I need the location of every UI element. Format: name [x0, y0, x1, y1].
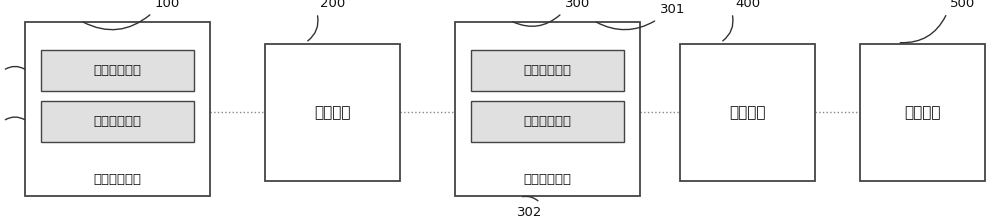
Text: 300: 300	[565, 0, 590, 10]
Text: 查找单元: 查找单元	[729, 105, 766, 120]
FancyBboxPatch shape	[41, 50, 194, 91]
FancyBboxPatch shape	[41, 101, 194, 142]
Text: 302: 302	[517, 206, 543, 218]
FancyBboxPatch shape	[860, 44, 985, 181]
Text: 第一采集单元: 第一采集单元	[94, 64, 142, 77]
Text: 输出单元: 输出单元	[904, 105, 941, 120]
Text: 200: 200	[320, 0, 345, 10]
FancyBboxPatch shape	[455, 22, 640, 196]
FancyBboxPatch shape	[471, 101, 624, 142]
FancyArrowPatch shape	[5, 66, 25, 69]
FancyArrowPatch shape	[308, 16, 318, 41]
Text: 第一计算单元: 第一计算单元	[94, 115, 142, 128]
FancyArrowPatch shape	[522, 196, 538, 201]
Text: 100: 100	[155, 0, 180, 10]
FancyArrowPatch shape	[596, 21, 655, 30]
FancyArrowPatch shape	[723, 16, 733, 41]
Text: 500: 500	[950, 0, 975, 10]
Text: 第二测量单元: 第二测量单元	[524, 173, 572, 186]
Text: 400: 400	[735, 0, 760, 10]
FancyArrowPatch shape	[513, 15, 560, 26]
FancyArrowPatch shape	[5, 117, 25, 120]
Text: 判断单元: 判断单元	[314, 105, 351, 120]
Text: 301: 301	[660, 3, 685, 16]
FancyArrowPatch shape	[900, 15, 946, 43]
FancyBboxPatch shape	[471, 50, 624, 91]
FancyBboxPatch shape	[265, 44, 400, 181]
FancyArrowPatch shape	[83, 15, 150, 30]
Text: 第一测量单元: 第一测量单元	[94, 173, 142, 186]
Text: 第二计算单元: 第二计算单元	[524, 115, 572, 128]
FancyBboxPatch shape	[25, 22, 210, 196]
FancyBboxPatch shape	[680, 44, 815, 181]
Text: 第二采集单元: 第二采集单元	[524, 64, 572, 77]
